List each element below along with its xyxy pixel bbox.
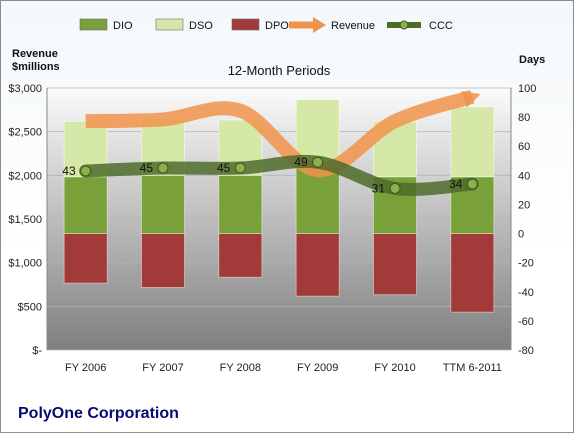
legend-label: DSO xyxy=(189,20,213,32)
ccc-point xyxy=(157,162,169,174)
left-tick-label: $500 xyxy=(18,301,42,313)
dpo-bar xyxy=(63,233,108,284)
right-tick-label: 0 xyxy=(518,229,524,241)
left-tick-label: $3,000 xyxy=(8,83,42,95)
category-label: FY 2007 xyxy=(142,362,183,374)
right-tick-label: 100 xyxy=(518,83,536,95)
legend-swatch-revenue-head xyxy=(313,17,326,33)
ccc-data-label: 31 xyxy=(372,181,386,195)
ccc-point xyxy=(80,165,92,177)
ccc-point xyxy=(312,156,324,168)
legend-label: DPO xyxy=(265,20,289,32)
left-tick-label: $1,000 xyxy=(8,258,42,270)
legend-label: CCC xyxy=(429,20,453,32)
legend-swatch-dso xyxy=(155,18,184,31)
legend-label: DIO xyxy=(113,20,133,32)
ccc-point xyxy=(234,162,246,174)
dpo-bar xyxy=(450,233,495,313)
category-label: FY 2010 xyxy=(374,362,415,374)
legend-swatch-dpo xyxy=(231,18,260,31)
dpo-bar xyxy=(141,233,185,288)
dpo-bar xyxy=(373,233,417,296)
ccc-data-label: 43 xyxy=(62,164,76,178)
category-label: TTM 6-2011 xyxy=(443,362,502,374)
dso-bar xyxy=(450,106,495,178)
category-label: FY 2006 xyxy=(65,362,106,374)
right-tick-label: -40 xyxy=(518,287,534,299)
dpo-bar xyxy=(218,233,263,278)
left-tick-label: $- xyxy=(32,345,42,357)
ccc-data-label: 45 xyxy=(140,161,154,175)
right-axis-label: Days xyxy=(519,54,545,66)
ccc-data-label: 49 xyxy=(294,155,308,169)
right-tick-label: -60 xyxy=(518,316,534,328)
company-name: PolyOne Corporation xyxy=(18,405,179,422)
legend-label: Revenue xyxy=(331,20,375,32)
ccc-data-label: 45 xyxy=(217,161,231,175)
left-tick-label: $2,000 xyxy=(8,170,42,182)
right-tick-label: 40 xyxy=(518,170,530,182)
ccc-point xyxy=(466,178,478,190)
dio-bar xyxy=(218,174,263,234)
left-axis-label: Revenue xyxy=(12,48,58,60)
ccc-point xyxy=(389,182,401,194)
right-tick-label: 20 xyxy=(518,199,530,211)
dio-bar xyxy=(141,174,185,234)
right-tick-label: 60 xyxy=(518,141,530,153)
legend-swatch-dio xyxy=(79,18,108,31)
category-label: FY 2009 xyxy=(297,362,338,374)
right-tick-label: 80 xyxy=(518,112,530,124)
dio-bar xyxy=(63,176,108,234)
left-tick-label: $2,500 xyxy=(8,127,42,139)
right-tick-label: -20 xyxy=(518,258,534,270)
right-tick-label: -80 xyxy=(518,345,534,357)
legend-swatch-ccc-dot xyxy=(399,20,409,30)
ccc-data-label: 34 xyxy=(449,177,463,191)
left-axis-label: $millions xyxy=(12,61,60,73)
chart-title: 12-Month Periods xyxy=(228,63,331,78)
dpo-bar xyxy=(295,233,340,297)
revenue-arrow xyxy=(85,90,481,178)
ccc-line xyxy=(79,154,479,196)
left-tick-label: $1,500 xyxy=(8,214,42,226)
category-label: FY 2008 xyxy=(220,362,261,374)
